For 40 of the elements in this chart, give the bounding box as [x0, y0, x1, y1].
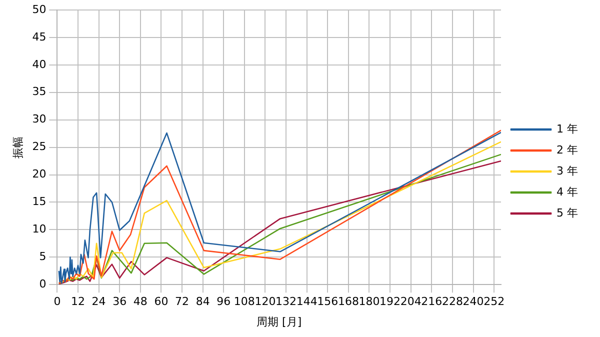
- x-tick-label: 156: [317, 295, 338, 308]
- y-tick-label: 50: [32, 2, 46, 16]
- x-tick-label: 48: [133, 295, 148, 308]
- y-tick-label: 10: [32, 222, 46, 236]
- legend-label: 2 年: [556, 143, 578, 156]
- x-tick-label: 72: [175, 295, 190, 308]
- y-tick-label: 0: [39, 277, 46, 290]
- y-tick-label: 30: [32, 112, 46, 126]
- y-tick-label: 15: [32, 195, 46, 208]
- x-tick-label: 180: [358, 295, 380, 308]
- legend-label: 4 年: [556, 185, 578, 198]
- x-tick-label: 84: [196, 295, 210, 308]
- y-tick-label: 45: [32, 30, 46, 44]
- y-tick-label: 40: [32, 58, 46, 71]
- x-tick-label: 144: [296, 295, 318, 308]
- x-tick-label: 36: [112, 295, 127, 308]
- x-tick-label: 12: [71, 295, 85, 308]
- legend-label: 3 年: [556, 164, 578, 178]
- x-tick-label: 168: [338, 295, 359, 308]
- x-tick-label: 216: [421, 295, 442, 308]
- x-tick-label: 252: [484, 295, 505, 308]
- y-tick-label: 20: [32, 168, 46, 181]
- x-tick-label: 240: [462, 295, 484, 308]
- x-axis-title: 周期 [月]: [256, 315, 302, 328]
- x-tick-label: 120: [254, 295, 276, 308]
- y-axis-title: 振幅: [11, 136, 24, 158]
- x-tick-label: 204: [400, 295, 422, 308]
- legend-label: 1 年: [556, 122, 578, 136]
- x-tick-label: 60: [154, 295, 168, 308]
- x-tick-label: 0: [54, 295, 61, 308]
- x-tick-label: 108: [234, 295, 255, 308]
- y-tick-label: 25: [32, 140, 46, 154]
- x-tick-label: 132: [276, 295, 297, 308]
- x-tick-label: 96: [216, 295, 231, 308]
- y-tick-label: 35: [32, 85, 46, 98]
- y-tick-label: 5: [39, 250, 46, 263]
- legend-label: 5 年: [556, 206, 578, 220]
- x-tick-label: 192: [380, 295, 401, 308]
- x-tick-label: 24: [92, 295, 106, 308]
- x-tick-label: 228: [442, 295, 463, 308]
